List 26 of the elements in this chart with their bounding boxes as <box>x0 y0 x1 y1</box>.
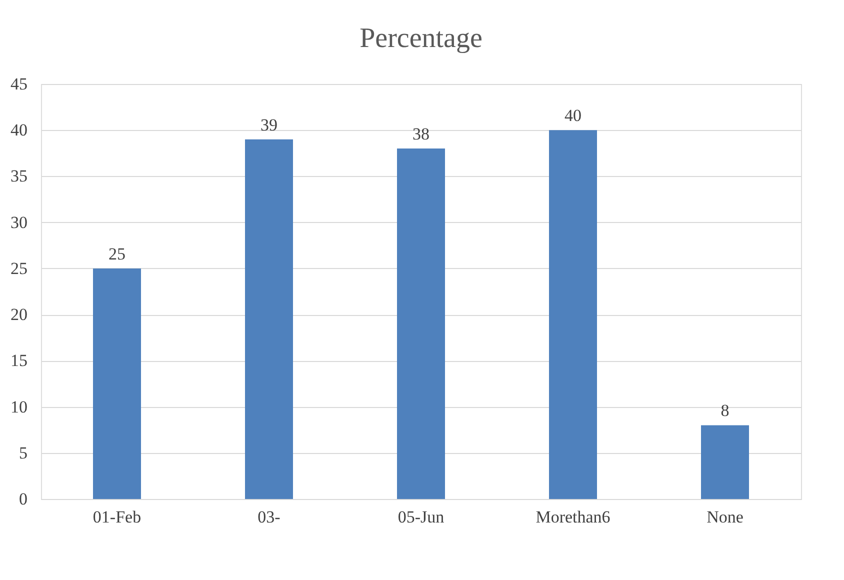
y-tick-label: 5 <box>19 443 28 462</box>
chart-title: Percentage <box>360 23 482 54</box>
bar <box>245 139 293 499</box>
bar <box>701 425 749 499</box>
bar <box>93 268 141 499</box>
x-tick-label: 05-Jun <box>398 508 445 526</box>
bar <box>397 148 445 499</box>
y-tick-label: 45 <box>10 74 28 94</box>
y-tick-label: 25 <box>10 258 28 278</box>
y-tick-label: 15 <box>10 351 28 370</box>
x-tick-label: Morethan6 <box>536 508 610 526</box>
y-tick-label: 40 <box>10 120 28 140</box>
y-tick-label: 10 <box>10 397 28 416</box>
data-label: 38 <box>412 124 430 144</box>
y-tick-label: 30 <box>10 212 28 232</box>
data-label: 40 <box>564 106 582 126</box>
data-label: 39 <box>260 115 278 134</box>
x-tick-label: None <box>706 508 744 526</box>
y-tick-label: 35 <box>10 166 28 186</box>
y-tick-label: 0 <box>19 490 28 508</box>
data-label: 25 <box>108 244 126 264</box>
bar <box>549 130 597 499</box>
data-label: 8 <box>720 401 730 420</box>
x-tick-label: 01-Feb <box>92 508 142 526</box>
y-tick-label: 20 <box>10 305 28 324</box>
x-tick-label: 03- <box>258 508 281 526</box>
